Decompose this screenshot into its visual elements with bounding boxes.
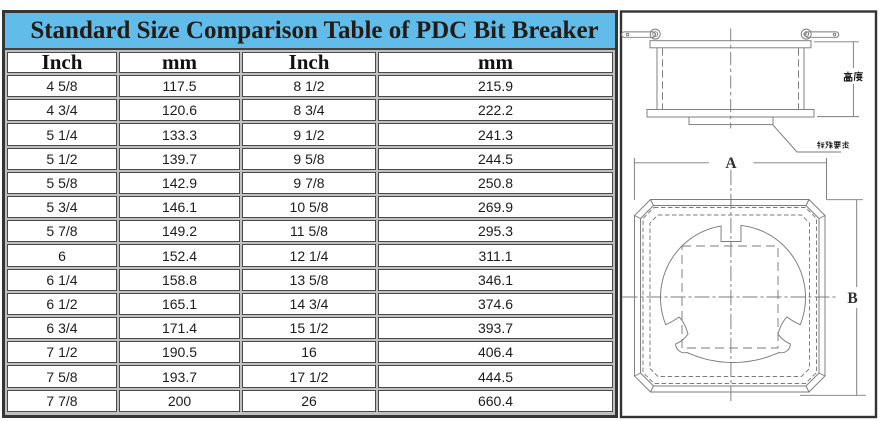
svg-text:A: A (725, 155, 737, 172)
svg-text:B: B (847, 290, 857, 307)
